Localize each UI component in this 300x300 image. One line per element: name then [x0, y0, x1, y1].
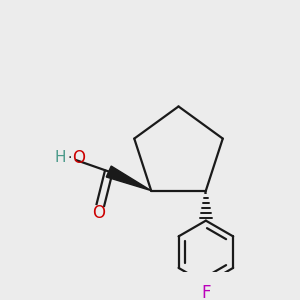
- Text: O: O: [72, 149, 85, 167]
- Text: O: O: [92, 204, 105, 222]
- Text: F: F: [201, 284, 211, 300]
- Text: ·: ·: [67, 151, 71, 165]
- Text: H: H: [54, 150, 66, 165]
- Polygon shape: [106, 166, 151, 190]
